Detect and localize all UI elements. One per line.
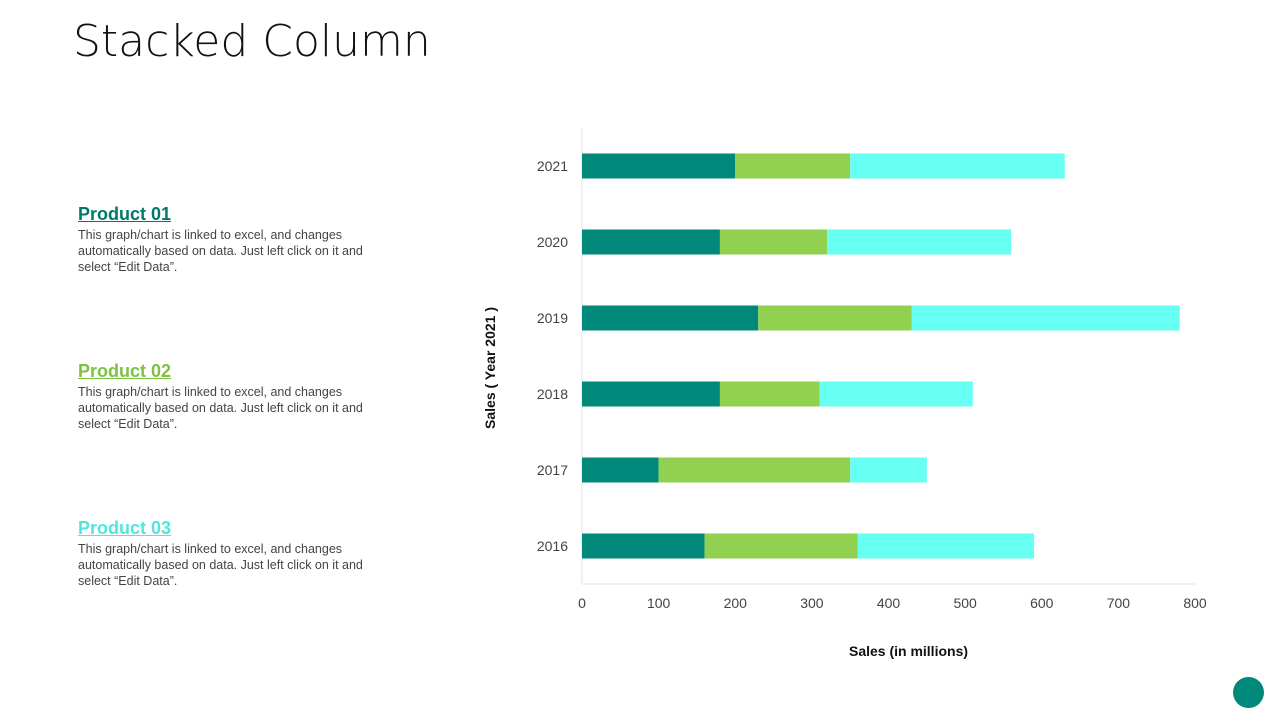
- y-tick-label: 2021: [537, 158, 568, 174]
- x-tick-label: 600: [1030, 595, 1054, 611]
- bar-segment-2018-series-3: [819, 381, 973, 407]
- product-03-desc: This graph/chart is linked to excel, and…: [78, 542, 363, 588]
- bar-segment-2016-series-2: [704, 533, 858, 559]
- bar-segment-2020-series-1: [582, 229, 720, 255]
- y-axis-label: Sales ( Year 2021 ): [482, 307, 498, 429]
- y-tick-label: 2018: [537, 386, 568, 402]
- bar-segment-2020-series-3: [827, 229, 1012, 255]
- bar-segment-2019-series-1: [582, 305, 759, 331]
- bar-segment-2020-series-2: [719, 229, 828, 255]
- product-02-title: Product 02: [78, 361, 172, 381]
- bar-segment-2018-series-1: [582, 381, 720, 407]
- bar-segment-2018-series-2: [719, 381, 820, 407]
- bar-segment-2017-series-1: [582, 457, 659, 483]
- product-01-desc: This graph/chart is linked to excel, and…: [78, 228, 363, 274]
- bar-segment-2021-series-2: [735, 153, 851, 179]
- x-tick-label: 700: [1107, 595, 1131, 611]
- x-tick-label: 0: [578, 595, 586, 611]
- product-03-title: Product 03: [78, 518, 172, 538]
- x-tick-label: 200: [724, 595, 748, 611]
- y-tick-label: 2019: [537, 310, 568, 326]
- page-title: Stacked Column: [73, 16, 431, 67]
- bar-segment-2019-series-2: [758, 305, 912, 331]
- x-tick-label: 500: [953, 595, 977, 611]
- x-tick-label: 300: [800, 595, 824, 611]
- corner-circle-icon: [1233, 677, 1264, 708]
- x-tick-label: 100: [647, 595, 671, 611]
- y-tick-label: 2020: [537, 234, 568, 250]
- x-tick-label: 400: [877, 595, 901, 611]
- bar-segment-2016-series-1: [582, 533, 705, 559]
- y-tick-label: 2016: [537, 538, 568, 554]
- bar-segment-2017-series-2: [658, 457, 851, 483]
- bar-segment-2017-series-3: [850, 457, 927, 483]
- product-02-desc: This graph/chart is linked to excel, and…: [78, 385, 363, 431]
- product-03-block: Product 03 This graph/chart is linked to…: [78, 518, 398, 589]
- bar-segment-2019-series-3: [911, 305, 1180, 331]
- product-01-block: Product 01 This graph/chart is linked to…: [78, 204, 398, 275]
- y-tick-label: 2017: [537, 462, 568, 478]
- product-01-title: Product 01: [78, 204, 172, 224]
- x-axis-label: Sales (in millions): [849, 643, 968, 659]
- bar-segment-2016-series-3: [857, 533, 1035, 559]
- bar-segment-2021-series-3: [850, 153, 1065, 179]
- bar-segment-2021-series-1: [582, 153, 736, 179]
- product-02-block: Product 02 This graph/chart is linked to…: [78, 361, 398, 432]
- x-tick-label: 800: [1183, 595, 1207, 611]
